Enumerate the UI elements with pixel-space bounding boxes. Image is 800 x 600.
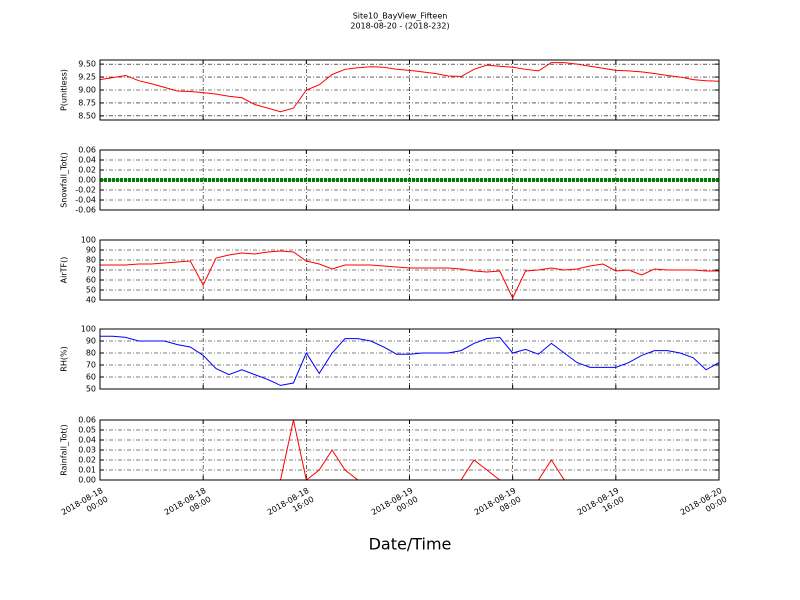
y-tick-label: 0.00 — [78, 476, 96, 485]
y-tick-label: 0.04 — [78, 156, 96, 165]
y-tick-label: 0.02 — [78, 166, 96, 175]
y-tick-label: 100 — [81, 325, 96, 334]
y-tick-label: 100 — [81, 236, 96, 245]
x-axis-label: Date/Time — [369, 535, 452, 554]
y-tick-label: 0.05 — [78, 426, 96, 435]
y-tick-label: 0.01 — [78, 466, 96, 475]
y-tick-label: 60 — [86, 373, 96, 382]
y-tick-label: 50 — [86, 385, 96, 394]
y-tick-label: 80 — [86, 256, 96, 265]
y-tick-label: 0.00 — [78, 176, 96, 185]
y-axis-label: Snowfall_Tot() — [60, 152, 69, 208]
y-tick-label: 8.75 — [78, 98, 96, 107]
plot-frame — [99, 59, 720, 121]
chart-title: Site10_BayView_Fifteen — [353, 12, 448, 21]
y-axis-label: P(unitless) — [60, 69, 69, 111]
y-tick-label: 0.04 — [78, 436, 96, 445]
y-tick-label: 0.06 — [78, 416, 96, 425]
plot-frame — [99, 149, 720, 211]
y-tick-label: 40 — [86, 296, 96, 305]
y-tick-label: 8.50 — [78, 111, 96, 120]
y-tick-label: 0.02 — [78, 456, 96, 465]
y-tick-label: 80 — [86, 349, 96, 358]
chart-subtitle: 2018-08-20 - (2018-232) — [350, 22, 449, 31]
y-tick-label: 0.03 — [78, 446, 96, 455]
y-tick-label: -0.06 — [75, 206, 96, 215]
y-tick-label: 50 — [86, 286, 96, 295]
y-tick-label: -0.04 — [75, 196, 96, 205]
y-axis-label: RH(%) — [60, 346, 69, 371]
data-line — [99, 62, 720, 113]
y-axis-label: Rainfall_Tot() — [60, 424, 69, 476]
data-line — [100, 250, 719, 300]
y-tick-label: -0.02 — [75, 186, 96, 195]
y-tick-label: 90 — [86, 337, 96, 346]
y-tick-label: 90 — [86, 246, 96, 255]
y-tick-label: 60 — [86, 276, 96, 285]
y-tick-label: 70 — [86, 266, 96, 275]
plot-frame — [99, 239, 720, 301]
y-tick-label: 0.06 — [78, 146, 96, 155]
plot-frame — [99, 419, 720, 481]
y-axis-label: AirTF() — [60, 257, 69, 284]
y-tick-label: 70 — [86, 361, 96, 370]
plot-frame — [99, 328, 720, 390]
data-line — [100, 335, 720, 386]
y-tick-label: 9.50 — [78, 60, 96, 69]
y-tick-label: 9.25 — [78, 73, 96, 82]
y-tick-label: 9.00 — [78, 86, 96, 95]
